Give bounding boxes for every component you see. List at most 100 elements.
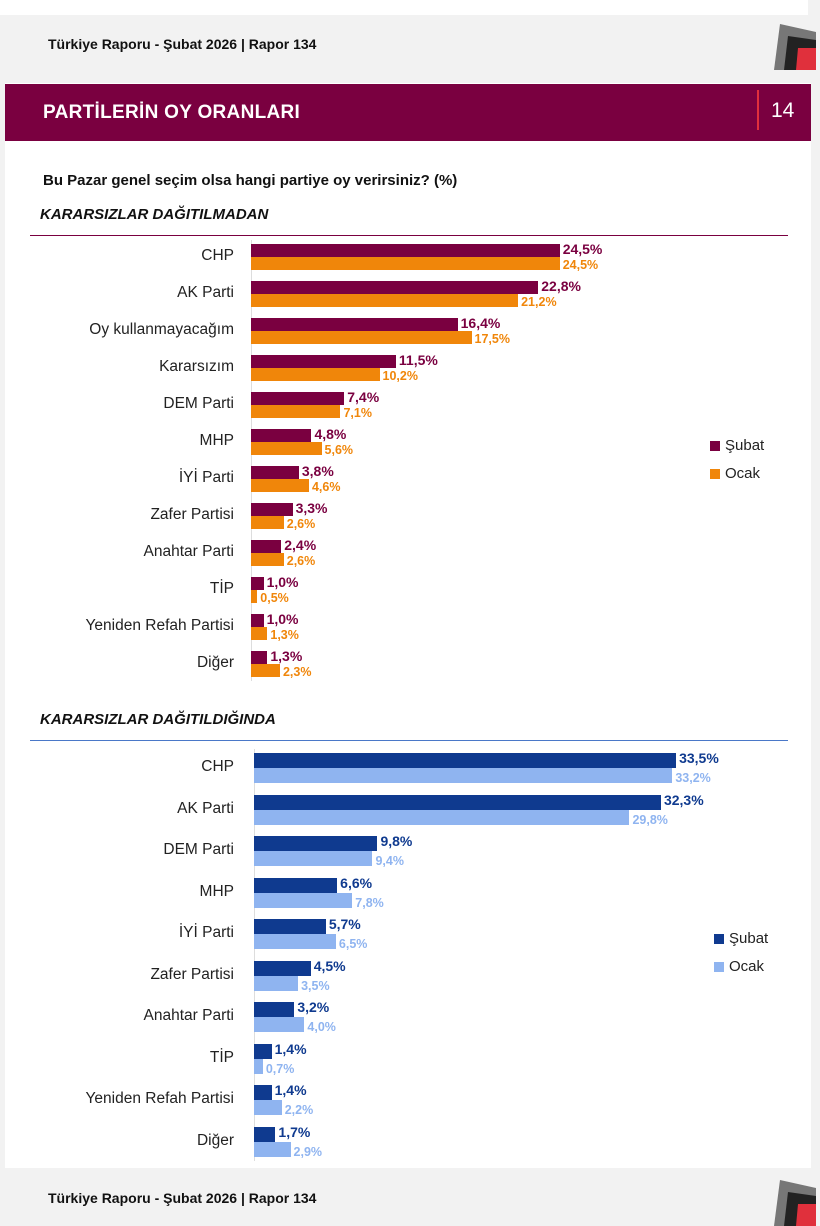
footer-report-title: Türkiye Raporu - Şubat 2026 | Rapor 134 bbox=[48, 1190, 317, 1206]
category-label: Diğer bbox=[196, 1131, 234, 1149]
bar-subat bbox=[251, 244, 560, 257]
header-report-title: Türkiye Raporu - Şubat 2026 | Rapor 134 bbox=[48, 36, 317, 52]
value-label-ocak: 2,3% bbox=[282, 665, 312, 679]
bar-subat bbox=[254, 960, 311, 976]
category-label: DEM Parti bbox=[163, 841, 234, 858]
value-label-subat: 33,5% bbox=[679, 750, 719, 766]
category-label: TİP bbox=[209, 580, 234, 597]
banner-divider bbox=[757, 90, 759, 130]
value-label-ocak: 9,4% bbox=[375, 854, 404, 868]
page-footer: Türkiye Raporu - Şubat 2026 | Rapor 134 bbox=[0, 1170, 820, 1226]
bar-ocak bbox=[251, 553, 284, 566]
value-label-subat: 3,2% bbox=[297, 999, 330, 1015]
value-label-ocak: 0,5% bbox=[260, 591, 289, 605]
bar-ocak bbox=[254, 851, 373, 866]
bar-subat bbox=[251, 577, 264, 590]
legend-label: Ocak bbox=[729, 958, 765, 975]
category-label: CHP bbox=[201, 758, 234, 775]
category-label: CHP bbox=[201, 247, 234, 264]
value-label-ocak: 3,5% bbox=[301, 978, 330, 993]
category-label: Yeniden Refah Partisi bbox=[85, 1090, 235, 1107]
bar-ocak bbox=[251, 516, 284, 529]
value-label-ocak: 29,8% bbox=[632, 812, 668, 827]
survey-question: Bu Pazar genel seçim olsa hangi partiye … bbox=[43, 172, 458, 189]
value-label-ocak: 2,9% bbox=[293, 1144, 323, 1159]
banner-title: PARTİLERİN OY ORANLARI bbox=[43, 102, 301, 123]
category-label: Kararsızım bbox=[159, 358, 234, 375]
bar-subat bbox=[251, 318, 458, 331]
category-label: DEM Parti bbox=[163, 395, 234, 412]
category-label: MHP bbox=[199, 432, 234, 449]
bar-ocak bbox=[251, 257, 560, 270]
value-label-subat: 1,0% bbox=[266, 574, 299, 590]
value-label-subat: 4,8% bbox=[314, 426, 347, 442]
bar-subat bbox=[254, 836, 378, 851]
category-label: TİP bbox=[209, 1048, 234, 1066]
category-label: Zafer Partisi bbox=[150, 506, 234, 523]
section-banner: PARTİLERİN OY ORANLARI 14 bbox=[5, 84, 811, 141]
value-label-ocak: 4,0% bbox=[307, 1020, 336, 1034]
bar-ocak bbox=[254, 1141, 291, 1157]
bar-subat bbox=[251, 429, 312, 442]
bar-subat bbox=[254, 1002, 295, 1017]
bar-ocak bbox=[251, 294, 519, 307]
bar-ocak bbox=[251, 442, 322, 455]
legend-swatch bbox=[710, 468, 720, 479]
bar-subat bbox=[254, 753, 677, 768]
page-header: Türkiye Raporu - Şubat 2026 | Rapor 134 bbox=[0, 16, 820, 72]
category-label: AK Parti bbox=[177, 799, 234, 817]
value-label-subat: 4,5% bbox=[313, 957, 346, 974]
value-label-ocak: 2,6% bbox=[286, 517, 316, 531]
legend-swatch bbox=[710, 440, 720, 451]
value-label-subat: 24,5% bbox=[562, 241, 603, 257]
value-label-subat: 9,8% bbox=[380, 833, 413, 849]
legend-item-ocak: Ocak bbox=[714, 958, 764, 975]
legend-swatch bbox=[714, 961, 724, 972]
value-label-ocak: 24,5% bbox=[562, 258, 599, 272]
legend-label: Şubat bbox=[725, 437, 765, 454]
category-label: Diğer bbox=[196, 654, 234, 671]
category-label: Yeniden Refah Partisi bbox=[85, 617, 235, 634]
page-number: 14 bbox=[771, 99, 795, 122]
bar-ocak bbox=[251, 405, 341, 418]
bar-ocak bbox=[254, 934, 336, 949]
bar-subat bbox=[254, 877, 338, 893]
bar-subat bbox=[251, 281, 539, 294]
value-label-subat: 1,0% bbox=[266, 611, 299, 627]
bar-ocak bbox=[251, 627, 268, 640]
legend-item-ocak: Ocak bbox=[710, 465, 760, 482]
bar-ocak bbox=[251, 664, 280, 677]
bar-subat bbox=[254, 1043, 272, 1059]
value-label-subat: 3,3% bbox=[295, 500, 328, 516]
bar-subat bbox=[251, 355, 396, 368]
value-label-subat: 1,3% bbox=[270, 648, 303, 664]
chart-axis bbox=[251, 240, 252, 681]
bar-ocak bbox=[251, 368, 380, 381]
bar-ocak bbox=[251, 590, 258, 603]
value-label-ocak: 7,8% bbox=[355, 895, 384, 910]
chart1-rule bbox=[30, 235, 788, 236]
value-label-ocak: 33,2% bbox=[675, 771, 711, 785]
value-label-ocak: 1,3% bbox=[270, 628, 299, 642]
bar-subat bbox=[254, 919, 326, 934]
value-label-subat: 32,3% bbox=[663, 791, 704, 808]
value-label-subat: 1,4% bbox=[274, 1040, 307, 1057]
bar-subat bbox=[251, 614, 264, 627]
legend-item-subat: Şubat bbox=[710, 437, 764, 454]
value-label-subat: 1,4% bbox=[274, 1082, 307, 1098]
bar-subat bbox=[251, 466, 299, 479]
category-label: İYİ Parti bbox=[178, 469, 234, 486]
value-label-ocak: 2,2% bbox=[284, 1103, 314, 1117]
bar-subat bbox=[251, 651, 268, 664]
bar-subat bbox=[254, 794, 661, 810]
brand-logo-icon bbox=[774, 24, 816, 70]
bar-subat bbox=[251, 392, 345, 405]
value-label-subat: 3,8% bbox=[301, 463, 334, 479]
value-label-subat: 1,7% bbox=[278, 1123, 311, 1140]
category-label: Oy kullanmayacağım bbox=[89, 321, 234, 338]
chart1-title: KARARSIZLAR DAĞITILMADAN bbox=[40, 206, 269, 223]
value-label-ocak: 7,1% bbox=[343, 406, 372, 420]
bar-ocak bbox=[254, 975, 299, 991]
bar-subat bbox=[251, 503, 293, 516]
brand-logo-icon bbox=[774, 1180, 816, 1226]
